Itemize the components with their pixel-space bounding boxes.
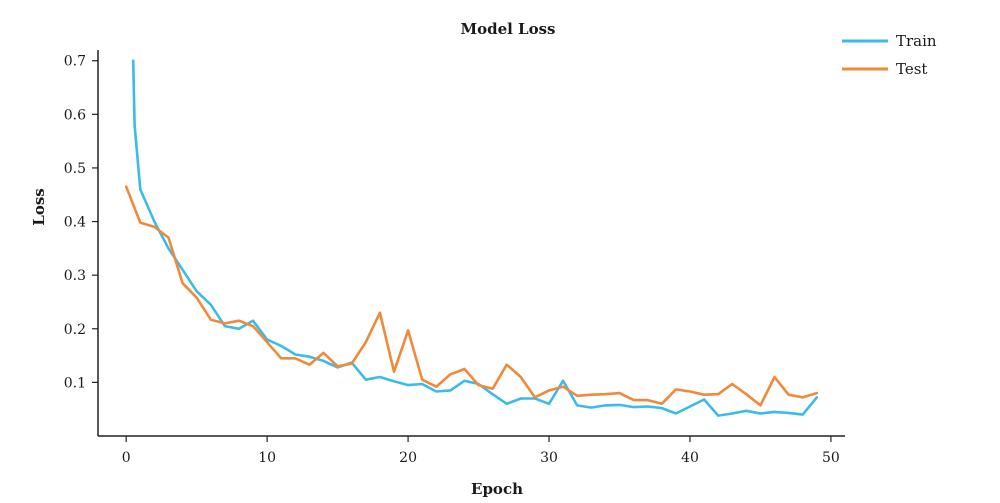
x-tick-label: 0	[122, 450, 131, 466]
x-tick-label: 50	[822, 450, 840, 466]
y-tick-label: 0.7	[64, 54, 86, 70]
legend-label-train: Train	[896, 32, 937, 50]
chart-title: Model Loss	[460, 20, 555, 38]
series-line-test	[124, 185, 819, 407]
y-axis-title: Loss	[30, 188, 48, 225]
x-tick-label: 30	[540, 450, 558, 466]
x-axis-title: Epoch	[471, 480, 523, 498]
legend: Train Test	[842, 32, 937, 78]
y-tick-label: 0.1	[64, 375, 86, 391]
y-tick-label: 0.6	[64, 107, 86, 123]
series-layer	[124, 59, 819, 417]
series-line-train	[131, 59, 819, 417]
x-tick-label: 20	[399, 450, 417, 466]
x-tick-label: 10	[258, 450, 276, 466]
y-tick-label: 0.4	[64, 215, 86, 231]
x-tick-label: 40	[681, 450, 699, 466]
legend-label-test: Test	[896, 60, 927, 78]
axes: 0 10 20 30 40 50 0.1 0.2 0.3 0.4 0.5 0.6 0.7	[64, 50, 845, 466]
y-tick-label: 0.5	[64, 161, 86, 177]
y-tick-label: 0.3	[64, 268, 86, 284]
y-tick-label: 0.2	[64, 322, 86, 338]
